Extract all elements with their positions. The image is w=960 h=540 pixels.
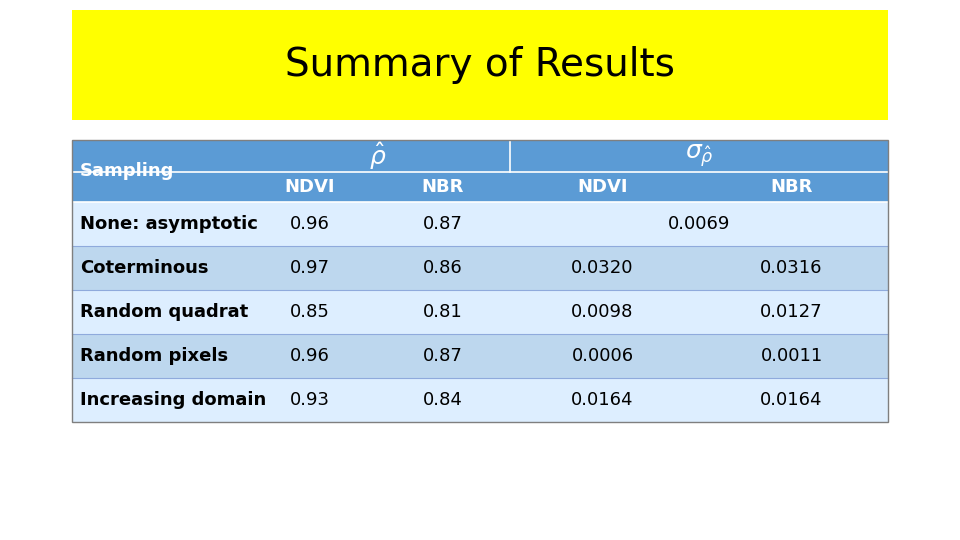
- Text: Coterminous: Coterminous: [80, 259, 208, 277]
- Text: 0.0006: 0.0006: [571, 347, 634, 365]
- Text: 0.97: 0.97: [290, 259, 330, 277]
- Text: NDVI: NDVI: [285, 178, 335, 196]
- Text: 0.84: 0.84: [422, 391, 463, 409]
- FancyBboxPatch shape: [72, 378, 888, 422]
- Text: 0.86: 0.86: [422, 259, 463, 277]
- Text: 0.0069: 0.0069: [668, 215, 731, 233]
- FancyBboxPatch shape: [72, 334, 888, 378]
- FancyBboxPatch shape: [72, 290, 888, 334]
- Text: 0.0320: 0.0320: [571, 259, 634, 277]
- FancyBboxPatch shape: [72, 10, 888, 120]
- Text: Increasing domain: Increasing domain: [80, 391, 266, 409]
- FancyBboxPatch shape: [72, 140, 888, 202]
- Text: 0.0011: 0.0011: [760, 347, 823, 365]
- Text: 0.0098: 0.0098: [571, 303, 634, 321]
- FancyBboxPatch shape: [72, 246, 888, 290]
- FancyBboxPatch shape: [72, 202, 888, 246]
- Text: 0.87: 0.87: [422, 215, 463, 233]
- Text: NBR: NBR: [421, 178, 464, 196]
- Text: 0.87: 0.87: [422, 347, 463, 365]
- Text: 0.96: 0.96: [290, 215, 330, 233]
- Text: None: asymptotic: None: asymptotic: [80, 215, 258, 233]
- Text: Sampling: Sampling: [80, 162, 175, 180]
- Text: 0.96: 0.96: [290, 347, 330, 365]
- Text: 0.0164: 0.0164: [760, 391, 823, 409]
- Text: Summary of Results: Summary of Results: [285, 46, 675, 84]
- Text: NDVI: NDVI: [577, 178, 628, 196]
- Text: 0.93: 0.93: [290, 391, 330, 409]
- Text: Random quadrat: Random quadrat: [80, 303, 249, 321]
- Text: 0.81: 0.81: [422, 303, 463, 321]
- Text: 0.0316: 0.0316: [760, 259, 823, 277]
- Text: 0.85: 0.85: [290, 303, 330, 321]
- Text: NBR: NBR: [770, 178, 813, 196]
- Text: Random pixels: Random pixels: [80, 347, 228, 365]
- Text: 0.0127: 0.0127: [760, 303, 823, 321]
- Text: $\sigma_{\hat{\rho}}$: $\sigma_{\hat{\rho}}$: [684, 143, 713, 170]
- Text: 0.0164: 0.0164: [571, 391, 634, 409]
- Text: $\hat{\rho}$: $\hat{\rho}$: [369, 140, 386, 172]
